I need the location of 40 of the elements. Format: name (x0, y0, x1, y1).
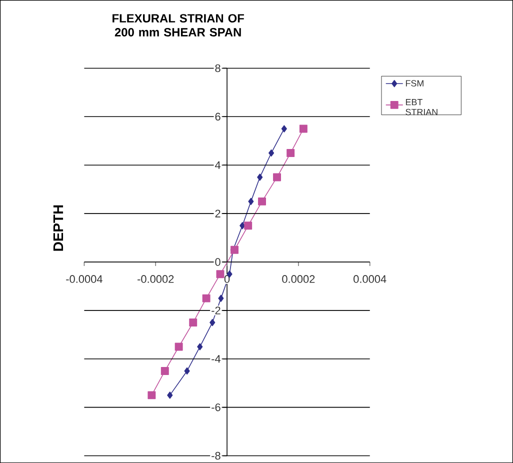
point (148, 391, 156, 400)
y-tick-label: -4 (212, 355, 221, 363)
y-axis-title: DEPTH (53, 205, 64, 251)
legend-label: FSM (406, 80, 424, 86)
point (273, 173, 281, 182)
point (167, 392, 173, 399)
point (160, 366, 169, 375)
x-tick-label: 0.0002 (282, 275, 315, 283)
y-tick-label: 8 (215, 64, 220, 72)
y-tick-label: -6 (212, 403, 220, 412)
y-tick-label: 6 (215, 112, 220, 121)
point (189, 318, 198, 327)
point (216, 270, 224, 278)
y-tick-label: 2 (215, 210, 220, 218)
legend-label: EBT STRIAN (406, 99, 438, 116)
chart-title: FLEXURAL STRIAN OF 200 mm SHEAR SPAN (112, 14, 244, 36)
point (258, 197, 266, 206)
point (197, 343, 203, 350)
x-tick-label: 0.0004 (354, 275, 386, 283)
point (210, 318, 216, 326)
x-tick-label: 0 (224, 275, 230, 283)
point (230, 246, 239, 254)
point (240, 222, 246, 230)
point (248, 198, 254, 206)
y-tick-label: 4 (215, 161, 221, 169)
point (218, 294, 224, 302)
x-tick-label: -0.0002 (138, 275, 174, 283)
point (174, 342, 183, 351)
point (202, 294, 210, 302)
point (286, 148, 295, 157)
point (184, 367, 190, 375)
point (268, 149, 274, 157)
point (281, 125, 287, 132)
x-tick-label: -0.0004 (66, 275, 102, 283)
y-tick-label: 0 (215, 258, 220, 266)
point (244, 222, 252, 230)
y-tick-label: -2 (212, 306, 220, 314)
point (257, 174, 263, 181)
point (299, 124, 308, 133)
y-tick-label: -8 (212, 452, 220, 460)
